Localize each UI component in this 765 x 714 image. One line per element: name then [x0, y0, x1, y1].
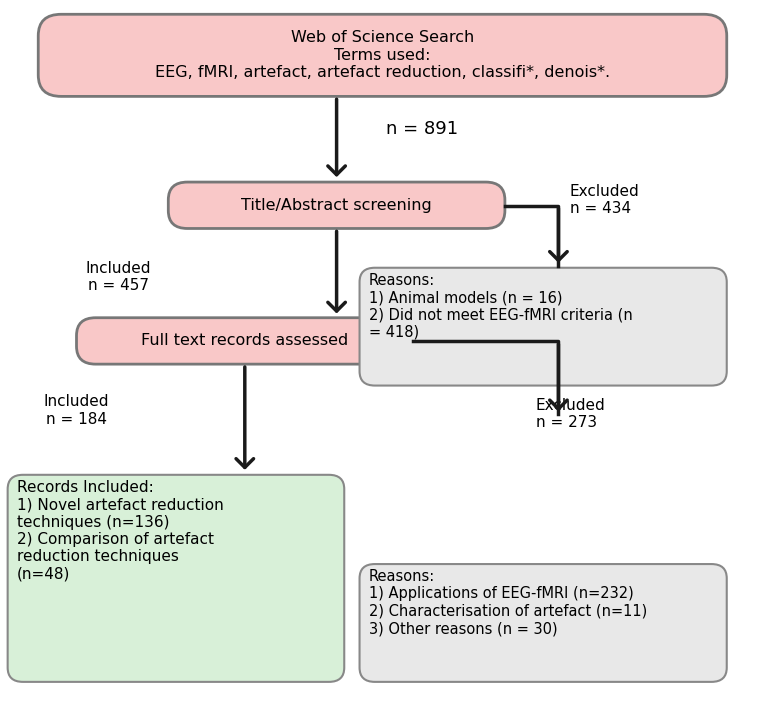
Text: Included
n = 457: Included n = 457 [86, 261, 151, 293]
Text: Full text records assessed: Full text records assessed [142, 333, 348, 348]
Text: Records Included:
1) Novel artefact reduction
techniques (n=136)
2) Comparison o: Records Included: 1) Novel artefact redu… [17, 480, 223, 582]
Text: Reasons:
1) Animal models (n = 16)
2) Did not meet EEG-fMRI criteria (n
= 418): Reasons: 1) Animal models (n = 16) 2) Di… [369, 273, 633, 340]
FancyBboxPatch shape [8, 475, 344, 682]
FancyBboxPatch shape [38, 14, 727, 96]
Text: Web of Science Search
Terms used:
EEG, fMRI, artefact, artefact reduction, class: Web of Science Search Terms used: EEG, f… [155, 31, 610, 80]
FancyBboxPatch shape [76, 318, 413, 364]
Text: Reasons:
1) Applications of EEG-fMRI (n=232)
2) Characterisation of artefact (n=: Reasons: 1) Applications of EEG-fMRI (n=… [369, 569, 647, 636]
FancyBboxPatch shape [360, 268, 727, 386]
FancyBboxPatch shape [360, 564, 727, 682]
Text: n = 891: n = 891 [386, 119, 458, 138]
Text: Title/Abstract screening: Title/Abstract screening [241, 198, 432, 213]
Text: Excluded
n = 273: Excluded n = 273 [536, 398, 605, 431]
FancyBboxPatch shape [168, 182, 505, 228]
Text: Excluded
n = 434: Excluded n = 434 [570, 183, 640, 216]
Text: Included
n = 184: Included n = 184 [44, 394, 109, 427]
